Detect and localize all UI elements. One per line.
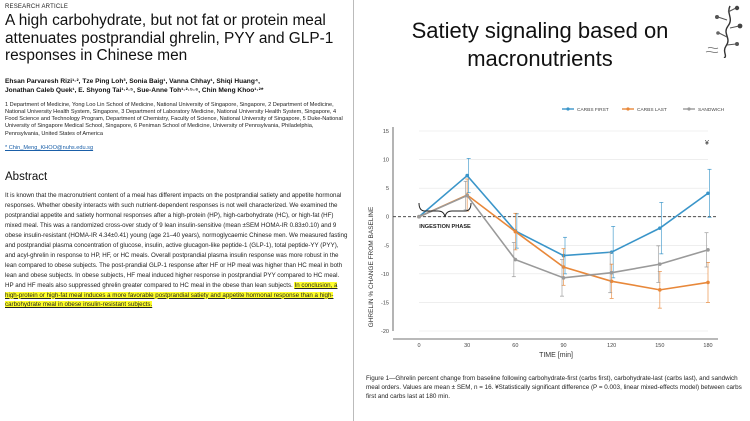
significance-marker: ¥ [705, 140, 709, 147]
data-point [561, 265, 566, 269]
data-point [465, 173, 469, 178]
abstract-text: It is known that the macronutrient conte… [5, 191, 348, 289]
x-axis: 0 30 60 90 120 150 180 [393, 338, 718, 349]
data-point [609, 270, 614, 275]
chart-series [417, 158, 712, 309]
series-line [418, 174, 709, 257]
paper-title: A high carbohydrate, but not fat or prot… [5, 12, 334, 64]
y-tick-label: -15 [381, 300, 389, 306]
x-axis-label: TIME [min] [539, 352, 573, 359]
data-point [658, 226, 662, 230]
slide-title: Satiety signaling based on macronutrient… [395, 17, 685, 73]
legend-label: CARBS FIRST [577, 107, 609, 113]
legend-label: CARBS LAST [637, 107, 667, 113]
author-line: Jonathan Caleb Quek¹, E. Shyong Tai¹·²·⁵… [5, 86, 264, 94]
chart-legend: CARBS FIRST CARBS LAST SANDWICH [562, 107, 725, 113]
x-tick-label: 150 [655, 343, 664, 349]
slide-title-line: macronutrients [467, 46, 613, 71]
series-sandwich [417, 180, 710, 297]
legend-marker [566, 107, 570, 111]
x-tick-label: 180 [703, 343, 712, 349]
data-point [561, 276, 566, 280]
slide-title-line: Satiety signaling based on [411, 18, 669, 43]
y-tick-label: 10 [383, 158, 389, 164]
chart-gridlines [393, 130, 718, 332]
chinese-painting-decoration-icon [705, 5, 743, 58]
article-type-label: RESEARCH ARTICLE [5, 4, 69, 10]
ghrelin-line-chart: 15 10 5 0 -5 -10 -15 -20 0 30 60 90 120 150 180 GHREL… [368, 107, 725, 359]
y-tick-label: -10 [381, 272, 389, 278]
data-point [658, 288, 662, 292]
data-point [706, 191, 710, 196]
ingestion-annotation: INGESTION PHASE [418, 202, 472, 230]
data-point [417, 214, 421, 219]
legend-marker [626, 107, 630, 111]
data-point [658, 262, 662, 266]
data-point [706, 248, 710, 252]
x-tick-label: 120 [607, 343, 616, 349]
figure-caption: Figure 1—Ghrelin percent change from bas… [366, 375, 742, 401]
data-point [609, 279, 614, 284]
y-axis: 15 10 5 0 -5 -10 -15 -20 [381, 127, 394, 335]
abstract-body: It is known that the macronutrient conte… [5, 191, 353, 310]
legend-marker [687, 107, 691, 111]
y-tick-label: 5 [386, 186, 389, 192]
x-tick-label: 30 [464, 343, 470, 349]
y-tick-label: -5 [384, 243, 389, 249]
x-tick-label: 0 [417, 343, 420, 349]
x-tick-label: 60 [512, 343, 518, 349]
y-tick-label: -20 [381, 329, 389, 335]
author-list: Ehsan Parvaresh Rizi¹·², Tze Ping Loh³, … [5, 77, 353, 95]
affiliations: 1 Department of Medicine, Yong Loo Lin S… [5, 101, 343, 137]
legend-label: SANDWICH [698, 107, 725, 113]
email-link[interactable]: * Chin_Meng_KHOO@nuhs.edu.sg [5, 144, 94, 151]
data-point [513, 257, 518, 262]
data-point [513, 229, 518, 234]
ingestion-brace [418, 202, 472, 218]
data-point [706, 280, 710, 285]
data-point [465, 193, 469, 198]
abstract-heading: Abstract [5, 170, 48, 183]
y-axis-label: GHRELIN % CHANGE FROM BASELINE [368, 206, 375, 327]
series-carbs-first [417, 158, 712, 279]
y-tick-label: 15 [383, 129, 389, 135]
ingestion-phase-label: INGESTION PHASE [419, 224, 471, 230]
x-tick-label: 90 [560, 343, 566, 349]
paper-panel: RESEARCH ARTICLE A high carbohydrate, bu… [0, 0, 354, 421]
y-tick-label: 0 [386, 215, 389, 221]
author-line: Ehsan Parvaresh Rizi¹·², Tze Ping Loh³, … [5, 77, 260, 85]
